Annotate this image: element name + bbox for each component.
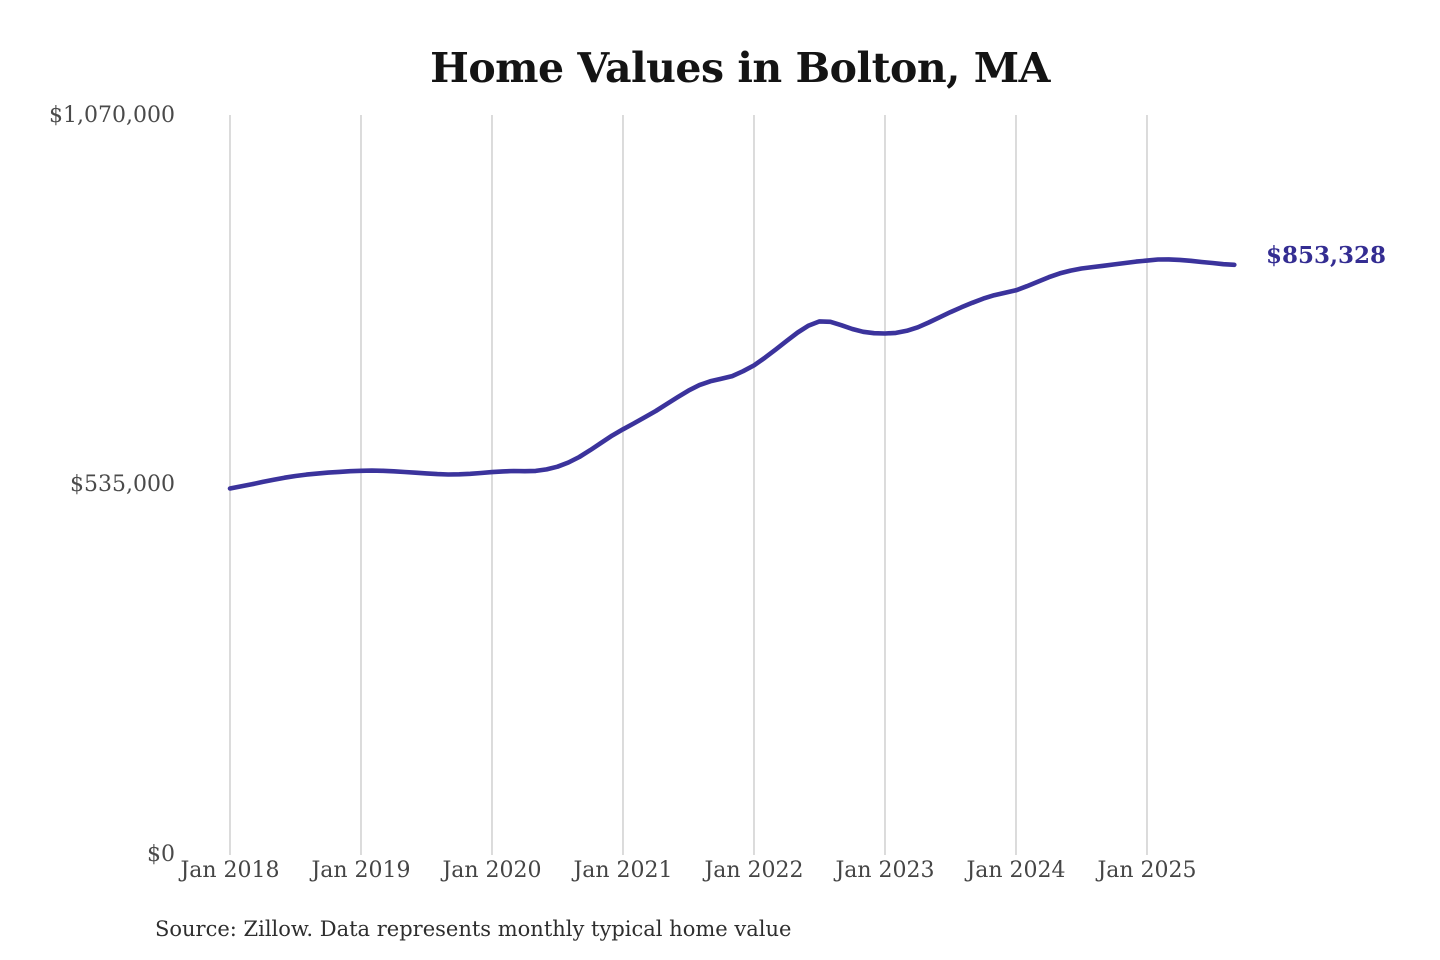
x-axis-tick-label-2022: Jan 2022 [704,858,804,883]
y-axis-tick-label-mid: $535,000 [70,472,175,497]
x-axis-tick-label-2021: Jan 2021 [573,858,673,883]
x-axis-tick-label-2020: Jan 2020 [442,858,542,883]
x-axis-tick-label-2023: Jan 2023 [835,858,935,883]
chart-title: Home Values in Bolton, MA [430,44,1050,92]
source-note: Source: Zillow. Data represents monthly … [155,917,792,941]
x-axis-tick-label-2019: Jan 2019 [311,858,411,883]
y-axis-tick-label-max: $1,070,000 [49,103,175,128]
latest-value-label: $853,328 [1266,242,1387,269]
x-axis-tick-label-2025: Jan 2025 [1097,858,1197,883]
y-axis-tick-label-zero: $0 [147,842,175,867]
home-value-line [227,257,1237,491]
x-axis-tick-label-2024: Jan 2024 [966,858,1066,883]
x-axis-tick-label-2018: Jan 2018 [180,858,280,883]
